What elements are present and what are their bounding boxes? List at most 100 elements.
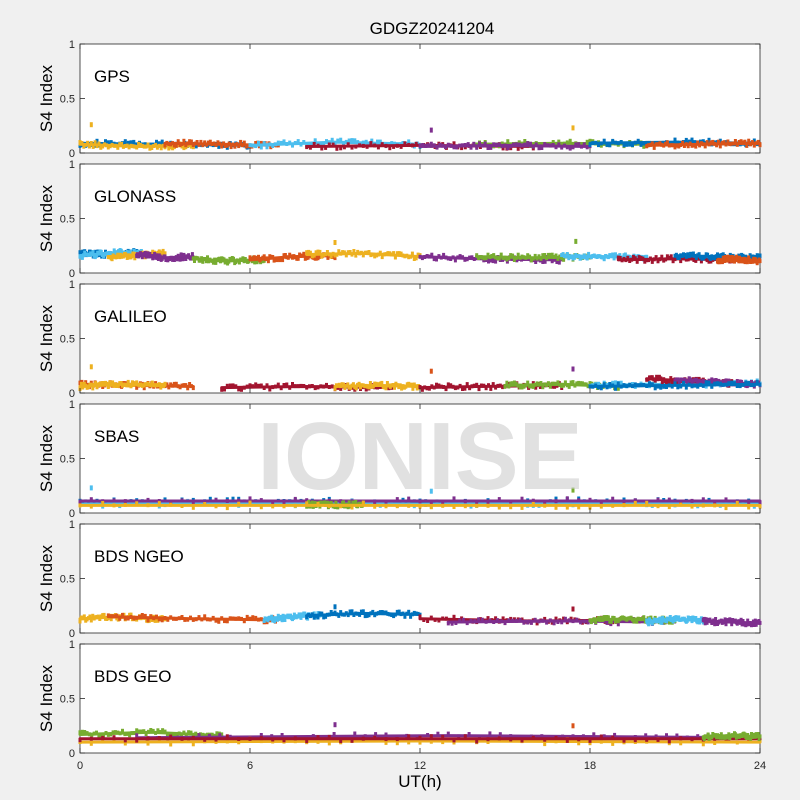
data-point [257, 383, 260, 388]
data-point [554, 496, 558, 501]
data-point [399, 251, 403, 256]
data-point [93, 140, 97, 145]
data-point [648, 142, 652, 147]
data-point [560, 384, 564, 388]
data-point [327, 385, 331, 389]
data-point [528, 384, 532, 389]
data-point [403, 141, 407, 146]
data-point [271, 385, 275, 390]
data-point [142, 144, 146, 149]
data-point [111, 730, 115, 735]
data-point [478, 617, 482, 622]
data-point [599, 499, 603, 504]
data-point [91, 386, 95, 391]
data-point [78, 140, 82, 144]
data-point [670, 384, 674, 389]
data-point [153, 252, 157, 256]
data-point [754, 622, 758, 627]
data-point [577, 380, 581, 385]
data-point [121, 250, 124, 255]
data-point [691, 615, 695, 620]
data-point [520, 385, 524, 390]
data-point [155, 139, 158, 144]
data-point [271, 618, 275, 623]
series-group [78, 604, 762, 628]
data-point [734, 735, 738, 740]
data-point [656, 142, 660, 147]
data-point [538, 385, 542, 389]
data-point [237, 144, 241, 149]
data-point [619, 140, 623, 144]
data-point [257, 617, 260, 622]
data-point [282, 500, 286, 504]
data-point [337, 249, 341, 254]
data-point [720, 140, 724, 145]
data-point [358, 251, 362, 256]
data-point [334, 500, 338, 505]
data-point [102, 254, 106, 259]
data-point [622, 501, 626, 505]
data-point [743, 139, 747, 144]
data-point [454, 621, 458, 625]
data-point [758, 143, 762, 148]
data-point [633, 498, 637, 503]
data-point [557, 260, 561, 265]
data-point [747, 380, 751, 385]
data-point [494, 616, 498, 621]
data-point [272, 616, 276, 621]
data-point [201, 259, 205, 264]
data-point [172, 616, 175, 621]
data-point [449, 383, 453, 388]
data-point [191, 386, 195, 391]
data-point [551, 143, 555, 147]
data-point [296, 139, 300, 144]
data-point [465, 382, 469, 387]
data-point [361, 140, 365, 145]
data-point [599, 734, 603, 739]
data-point [262, 619, 266, 623]
data-point [222, 141, 226, 146]
data-point [510, 256, 514, 261]
data-point [180, 144, 184, 149]
data-point [237, 740, 241, 745]
data-point [594, 383, 598, 388]
data-point [418, 614, 422, 619]
data-point [563, 616, 567, 621]
data-point [324, 145, 328, 150]
data-point [452, 141, 456, 146]
data-point [653, 378, 657, 383]
data-point [204, 259, 208, 264]
data-point [676, 385, 680, 390]
data-point [410, 143, 414, 148]
data-point [305, 498, 309, 503]
data-point [529, 384, 533, 389]
data-point [129, 615, 133, 619]
data-point [248, 383, 252, 388]
data-point [679, 384, 683, 389]
data-point [156, 728, 160, 733]
data-point [293, 736, 297, 741]
data-point [410, 251, 414, 256]
data-point [682, 380, 685, 385]
data-point [149, 383, 153, 388]
data-point [167, 142, 171, 146]
data-point [506, 139, 510, 144]
data-point [455, 145, 459, 150]
data-point [494, 255, 498, 260]
data-point [442, 252, 446, 257]
data-point [121, 254, 125, 259]
data-point [611, 138, 615, 143]
y-tick-label: 0 [69, 148, 75, 160]
data-point [78, 503, 82, 508]
data-point [545, 383, 549, 388]
data-point [438, 142, 442, 147]
data-point [361, 143, 365, 148]
data-point [738, 384, 742, 389]
data-point [650, 375, 654, 380]
data-point [347, 138, 351, 143]
data-point [633, 735, 637, 739]
data-point [178, 143, 182, 148]
data-point [673, 381, 677, 386]
data-point [171, 141, 175, 146]
data-point [554, 505, 558, 510]
